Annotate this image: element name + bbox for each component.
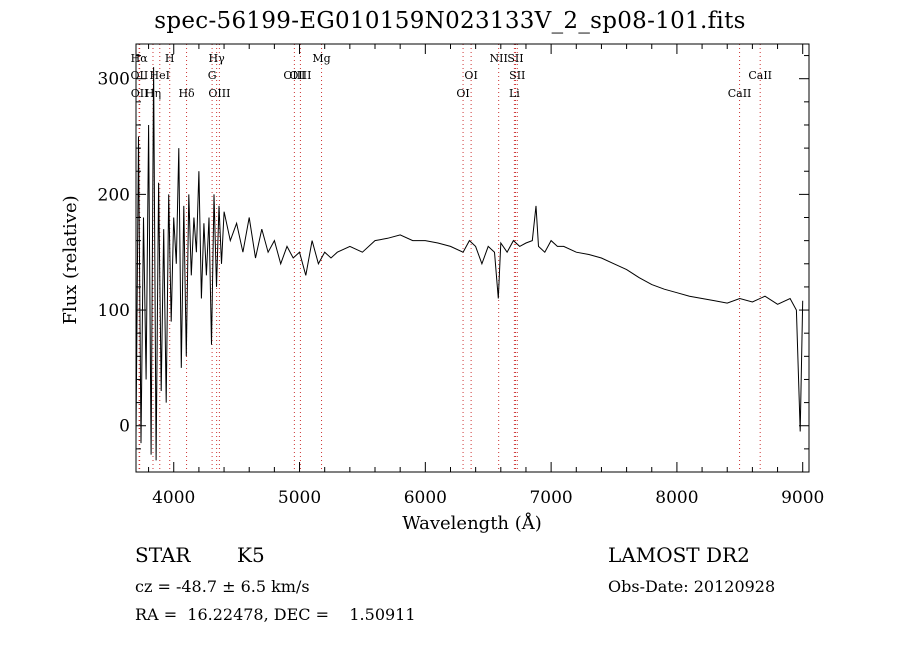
observation-date: Obs-Date: 20120928 — [608, 577, 776, 596]
survey-name: LAMOST DR2 — [608, 543, 750, 567]
emission-line-markers — [138, 44, 761, 472]
line-marker-label: Li — [509, 87, 520, 100]
x-tick-label: 4000 — [152, 488, 195, 508]
y-tick-label: 100 — [98, 301, 130, 321]
x-tick-label: 5000 — [278, 488, 321, 508]
y-tick-label: 200 — [98, 185, 130, 205]
spectrum-line — [135, 67, 804, 461]
x-tick-label: 8000 — [655, 488, 698, 508]
line-marker-label: OI — [464, 69, 477, 82]
coordinates-readout: RA = 16.22478, DEC = 1.50911 — [135, 605, 416, 624]
y-tick-label: 300 — [98, 70, 130, 90]
line-marker-label: OII — [131, 69, 149, 82]
y-axis-label: Flux (relative) — [60, 195, 81, 324]
axis-ticks — [136, 44, 809, 472]
x-tick-label: 6000 — [404, 488, 447, 508]
line-marker-label: NII — [490, 52, 508, 65]
line-marker-label: CaII — [748, 69, 772, 82]
page-title: spec-56199-EG010159N023133V_2_sp08-101.f… — [154, 8, 746, 34]
line-marker-label: G — [208, 69, 217, 82]
line-marker-label: OIII — [208, 87, 230, 100]
line-marker-label: SII — [509, 69, 525, 82]
line-marker-label: CaII — [728, 87, 752, 100]
line-marker-label: Hα — [131, 52, 149, 65]
x-axis-label: Wavelength (Å) — [402, 512, 542, 534]
line-marker-label: OIII — [289, 69, 311, 82]
line-marker-label: Hδ — [178, 87, 195, 100]
line-marker-label: Hγ — [209, 52, 226, 65]
line-marker-label: H — [165, 52, 175, 65]
emission-line-labels: HαOIIOIIHHηHeIHδHγGOIIIOIIIOIIIMgOIOINII… — [131, 52, 772, 100]
x-tick-label: 9000 — [781, 488, 824, 508]
axis-tick-labels: 4000 5000 6000 7000 8000 9000 0 100 200 300 — [98, 70, 825, 508]
redshift-readout: cz = -48.7 ± 6.5 km/s — [135, 577, 310, 596]
object-subclass: K5 — [237, 543, 265, 567]
line-marker-label: OI — [456, 87, 469, 100]
y-tick-label: 0 — [119, 417, 130, 437]
line-marker-label: OIII — [283, 69, 305, 82]
line-marker-label: Mg — [312, 52, 330, 65]
x-tick-label: 7000 — [529, 488, 572, 508]
object-class: STAR — [135, 543, 191, 567]
line-marker-label: OII — [131, 87, 149, 100]
plot-frame — [135, 43, 810, 473]
line-marker-label: SII — [507, 52, 523, 65]
line-marker-label: HeI — [150, 69, 170, 82]
